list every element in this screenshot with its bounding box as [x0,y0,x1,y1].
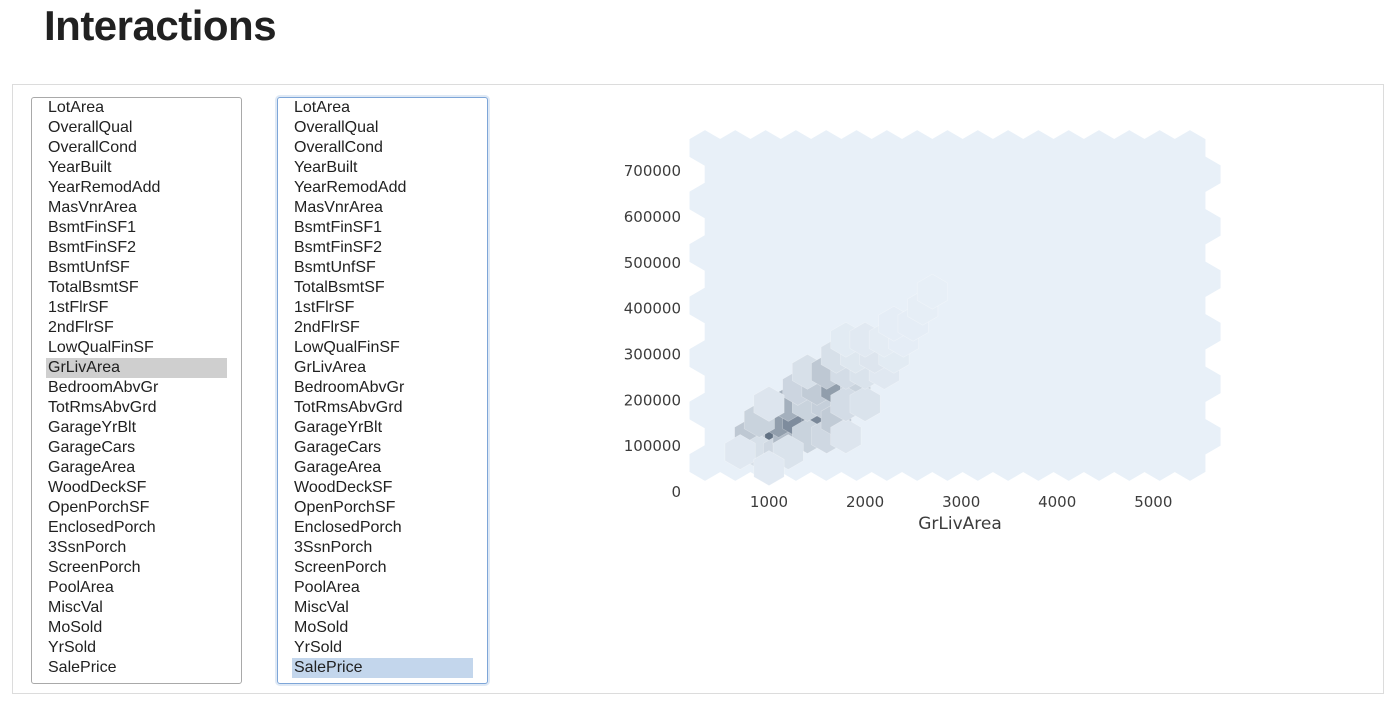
option-garagearea[interactable]: GarageArea [294,459,382,476]
option-garagecars[interactable]: GarageCars [48,439,136,456]
option-2ndflrsf[interactable]: 2ndFlrSF [48,319,114,336]
hexbin-background [689,130,1221,481]
y-variable-select[interactable]: LotArea OverallQual OverallCond YearBuilt Ye… [277,97,488,684]
option-enclosedporch[interactable]: EnclosedPorch [294,519,402,536]
option-garagecars[interactable]: GarageCars [294,439,382,456]
option-bsmtunfsf[interactable]: BsmtUnfSF [294,259,376,276]
x-variable-select[interactable]: LotArea OverallQual OverallCond YearBuilt Ye… [31,97,242,684]
option-overallqual[interactable]: OverallQual [294,119,379,136]
y-tick-label: 400000 [624,300,681,318]
hexbin-cell [849,386,881,422]
hexbin-cell [916,273,948,310]
x-tick-label: 3000 [942,493,980,511]
x-axis-label: GrLivArea [918,514,1002,534]
hexbin-cell [1174,445,1206,481]
option-grlivarea[interactable]: GrLivArea [294,359,367,376]
y-tick-label: 600000 [624,208,681,226]
hexbin-cell [830,418,862,454]
option-totalbsmtsf[interactable]: TotalBsmtSF [48,279,139,296]
option-yearbuilt[interactable]: YearBuilt [294,159,358,176]
option-grlivarea[interactable]: GrLivArea [46,358,227,378]
x-variable-options: LotArea OverallQual OverallCond YearBuilt Ye… [32,98,241,678]
option-2ndflrsf[interactable]: 2ndFlrSF [294,319,360,336]
option-miscval[interactable]: MiscVal [48,599,103,616]
option-garageyrblt[interactable]: GarageYrBlt [294,419,383,436]
option-yearremodadd[interactable]: YearRemodAdd [48,179,161,196]
option-mosold[interactable]: MoSold [48,619,103,636]
option-bedroomabvgr[interactable]: BedroomAbvGr [48,379,159,396]
option-bsmtfinsf2[interactable]: BsmtFinSF2 [294,239,383,256]
y-tick-label: 100000 [624,437,681,455]
x-tick-label: 5000 [1134,493,1172,511]
y-variable-options: LotArea OverallQual OverallCond YearBuilt Ye… [278,98,487,678]
option-bsmtunfsf[interactable]: BsmtUnfSF [48,259,130,276]
option-yearbuilt[interactable]: YearBuilt [48,159,112,176]
option-3ssnporch[interactable]: 3SsnPorch [294,539,373,556]
hexbin-cells [689,130,1221,486]
option-garageyrblt[interactable]: GarageYrBlt [48,419,137,436]
hexbin-cell [753,386,785,422]
hexbin-chart: 0 100000 200000 300000 400000 500000 600000 700… [624,130,1221,534]
option-poolarea[interactable]: PoolArea [48,579,114,596]
option-overallcond[interactable]: OverallCond [48,139,137,156]
option-3ssnporch[interactable]: 3SsnPorch [48,539,127,556]
interactions-panel: LotArea OverallQual OverallCond YearBuilt Ye… [12,84,1384,694]
x-tick-label: 2000 [846,493,884,511]
hexbin-cell [724,434,756,470]
option-screenporch[interactable]: ScreenPorch [294,559,387,576]
option-totrmsabvgrd[interactable]: TotRmsAbvGrd [48,399,157,416]
option-bsmtfinsf1[interactable]: BsmtFinSF1 [48,219,137,236]
option-overallcond[interactable]: OverallCond [294,139,383,156]
option-totalbsmtsf[interactable]: TotalBsmtSF [294,279,385,296]
option-wooddecksf[interactable]: WoodDeckSF [48,479,147,496]
option-enclosedporch[interactable]: EnclosedPorch [48,519,156,536]
option-wooddecksf[interactable]: WoodDeckSF [294,479,393,496]
option-openporchsf[interactable]: OpenPorchSF [48,499,150,516]
option-mosold[interactable]: MoSold [294,619,349,636]
option-yrsold[interactable]: YrSold [48,639,97,656]
option-overallqual[interactable]: OverallQual [48,119,133,136]
option-lotarea[interactable]: LotArea [48,99,105,116]
x-tick-label: 1000 [750,493,788,511]
x-tick-label: 4000 [1038,493,1076,511]
option-bsmtfinsf2[interactable]: BsmtFinSF2 [48,239,137,256]
option-1stflrsf[interactable]: 1stFlrSF [48,299,109,316]
y-tick-label: 300000 [624,346,681,364]
option-poolarea[interactable]: PoolArea [294,579,360,596]
option-bedroomabvgr[interactable]: BedroomAbvGr [294,379,405,396]
y-tick-labels: 0 100000 200000 300000 400000 500000 600000 700… [624,162,681,501]
option-1stflrsf[interactable]: 1stFlrSF [294,299,355,316]
option-openporchsf[interactable]: OpenPorchSF [294,499,396,516]
y-tick-label: 700000 [624,162,681,180]
option-masvnrarea[interactable]: MasVnrArea [294,199,383,216]
page-title: Interactions [44,2,277,49]
option-saleprice[interactable]: SalePrice [48,659,117,676]
option-yrsold[interactable]: YrSold [294,639,343,656]
option-masvnrarea[interactable]: MasVnrArea [48,199,137,216]
y-tick-label: 200000 [624,391,681,409]
x-tick-labels: 1000 2000 3000 4000 5000 [750,493,1172,511]
option-bsmtfinsf1[interactable]: BsmtFinSF1 [294,219,383,236]
option-lowqualfinsf[interactable]: LowQualFinSF [48,339,154,356]
option-garagearea[interactable]: GarageArea [48,459,136,476]
option-totrmsabvgrd[interactable]: TotRmsAbvGrd [294,399,403,416]
option-saleprice[interactable]: SalePrice [292,658,473,678]
hexbin-cell [753,450,785,486]
option-lotarea[interactable]: LotArea [294,99,351,116]
option-lowqualfinsf[interactable]: LowQualFinSF [294,339,400,356]
option-screenporch[interactable]: ScreenPorch [48,559,141,576]
option-miscval[interactable]: MiscVal [294,599,349,616]
y-tick-label: 0 [671,483,681,501]
y-tick-label: 500000 [624,254,681,272]
option-yearremodadd[interactable]: YearRemodAdd [294,179,407,196]
